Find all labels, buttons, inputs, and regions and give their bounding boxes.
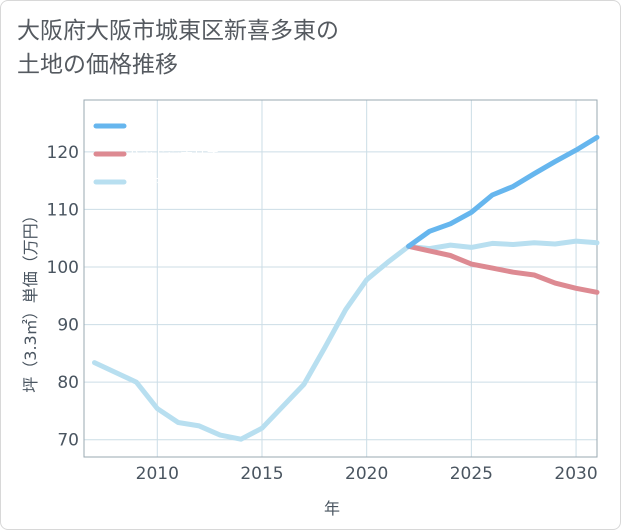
y-tick-label: 120	[47, 143, 79, 163]
x-axis-label: 年	[324, 499, 340, 518]
legend-label: バッドシナリオ	[128, 148, 219, 163]
legend-label: ノーマルシナリオ	[128, 176, 232, 191]
y-tick-label: 110	[47, 200, 79, 220]
x-tick-label: 2030	[554, 464, 597, 484]
plot-border	[83, 99, 598, 458]
x-tick-label: 2015	[240, 464, 283, 484]
legend-label: グッドシナリオ	[128, 120, 219, 135]
x-tick-label: 2025	[450, 464, 493, 484]
series-line-2	[92, 238, 600, 442]
chart-title: 大阪府大阪市城東区新喜多東の 土地の価格推移	[17, 18, 339, 78]
x-tick-label: 2010	[136, 464, 179, 484]
x-tick-label: 2020	[345, 464, 388, 484]
y-tick-label: 70	[57, 431, 79, 451]
y-tick-label: 100	[47, 258, 79, 278]
grid	[83, 99, 598, 458]
series-line-0	[406, 134, 600, 249]
series-line-1	[406, 243, 600, 295]
y-tick-label: 80	[57, 373, 79, 393]
y-tick-label: 90	[57, 316, 79, 336]
series-lines	[92, 134, 600, 442]
y-axis-label: 坪（3.3㎡）単価（万円）	[21, 207, 40, 392]
tick-labels: 2010 2015 2020 2025 2030 70 80 90 100 110 120	[47, 143, 598, 484]
